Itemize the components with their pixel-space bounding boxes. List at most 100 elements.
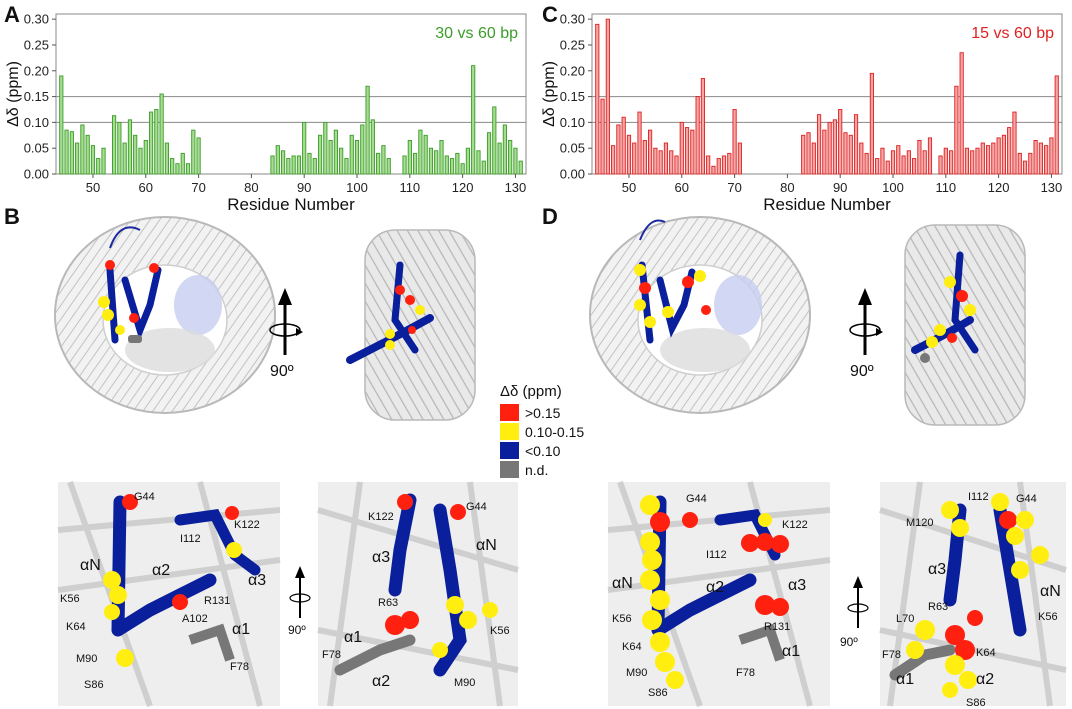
bar xyxy=(985,145,991,175)
label-b2-r63: R63 xyxy=(378,597,398,609)
bar xyxy=(481,160,486,175)
y-tick-label: 0.05 xyxy=(560,141,585,156)
label-d2-alphan: αN xyxy=(1040,583,1061,600)
rotation-arrow-d-zoom xyxy=(847,576,869,628)
bar xyxy=(370,119,375,175)
bar xyxy=(943,147,948,175)
bar-chart-a: 0.00 0.05 0.10 0.15 0.20 0.25 0.30 50 60 70 80 90 10… xyxy=(5,12,527,214)
bar xyxy=(632,142,637,175)
bar xyxy=(690,129,695,175)
label-d1-alpha3: α3 xyxy=(788,577,806,594)
bar xyxy=(1044,145,1049,175)
bar xyxy=(465,147,470,175)
bar xyxy=(85,134,90,175)
bar xyxy=(711,165,716,175)
bar xyxy=(637,111,642,175)
y-tick-label: 0.30 xyxy=(24,12,49,27)
zoom-d-side xyxy=(879,481,1067,707)
bar xyxy=(476,150,481,175)
bar xyxy=(423,134,428,175)
bar xyxy=(616,124,621,175)
label-b2-m90: M90 xyxy=(454,677,475,689)
bar xyxy=(611,145,616,175)
label-d2-i112: I112 xyxy=(968,491,989,503)
bar xyxy=(502,124,507,175)
bar xyxy=(96,158,101,175)
y-tick-label: 0.00 xyxy=(24,167,49,182)
label-b1-k122: K122 xyxy=(234,519,260,531)
bar xyxy=(732,109,737,175)
panel-label-d: D xyxy=(542,204,558,229)
bar xyxy=(307,152,312,175)
plot-frame xyxy=(591,13,1063,175)
bar xyxy=(927,137,933,175)
label-d1-f78: F78 xyxy=(736,667,755,679)
label-d2-alpha1: α1 xyxy=(896,671,914,688)
bar xyxy=(302,121,307,175)
rotation-arrow-b-zoom xyxy=(289,566,311,618)
label-b2-alphan: αN xyxy=(476,537,497,554)
x-tick-label: 100 xyxy=(882,180,904,195)
label-d1-k56: K56 xyxy=(612,613,632,625)
label-b2-k122: K122 xyxy=(368,511,394,523)
label-d1-alphan: αN xyxy=(612,575,633,592)
bar xyxy=(1054,75,1059,175)
bar xyxy=(333,129,338,175)
bar xyxy=(376,152,381,175)
rotation-arrow-b xyxy=(269,288,303,355)
bar xyxy=(270,155,275,175)
bar xyxy=(859,142,864,175)
bar xyxy=(275,145,280,175)
rotation-label-d: 90º xyxy=(850,363,874,380)
legend-item: >0.15 xyxy=(500,403,584,422)
label-d1-i112: I112 xyxy=(706,549,727,561)
legend-title: Δδ (ppm) xyxy=(500,383,562,400)
x-tick-label: 130 xyxy=(1041,180,1063,195)
label-b1-alpha2: α2 xyxy=(152,562,170,579)
bar xyxy=(695,96,700,175)
label-d1-r131: R131 xyxy=(764,621,790,633)
structure-figure: 90º 90º xyxy=(54,216,1067,709)
bar xyxy=(492,106,497,175)
zoom-b-side xyxy=(317,481,519,707)
x-tick-label: 120 xyxy=(452,180,474,195)
bar xyxy=(716,158,721,175)
bar xyxy=(816,114,822,175)
bar xyxy=(727,152,732,175)
x-tick-label: 90 xyxy=(297,180,311,195)
bar-chart-c: 0.00 0.05 0.10 0.15 0.20 0.25 0.30 50 60 70 80 90 10… xyxy=(541,12,1063,214)
bar xyxy=(737,142,742,175)
bar xyxy=(843,132,848,175)
label-b2-alpha1: α1 xyxy=(344,629,362,646)
bar xyxy=(721,155,727,175)
bar xyxy=(138,147,143,175)
bar xyxy=(59,75,64,175)
bar xyxy=(922,150,927,175)
rotation-arrow-d xyxy=(849,288,883,355)
bar xyxy=(170,158,175,175)
x-tick-label: 130 xyxy=(505,180,527,195)
x-tick-label: 50 xyxy=(622,180,636,195)
bar xyxy=(917,140,922,175)
bar xyxy=(413,152,418,175)
x-tick-label: 90 xyxy=(833,180,847,195)
x-tick-label: 60 xyxy=(675,180,689,195)
label-d2-g44: G44 xyxy=(1016,493,1037,505)
bar xyxy=(101,147,106,175)
label-d1-alpha2: α2 xyxy=(706,579,724,596)
x-tick-label: 110 xyxy=(399,180,420,195)
label-b1-alpha1: α1 xyxy=(232,621,250,638)
bar xyxy=(381,145,386,175)
zoom-d-front xyxy=(607,480,831,708)
label-b1-k64: K64 xyxy=(66,621,86,633)
bar xyxy=(455,152,460,175)
x-axis-label: Residue Number xyxy=(227,195,355,214)
bar xyxy=(280,150,286,175)
bar xyxy=(117,121,122,175)
bar xyxy=(1033,140,1038,175)
bar xyxy=(286,158,291,175)
bar xyxy=(642,140,647,175)
bar xyxy=(497,142,502,175)
bar xyxy=(648,129,653,175)
bar xyxy=(801,134,806,175)
